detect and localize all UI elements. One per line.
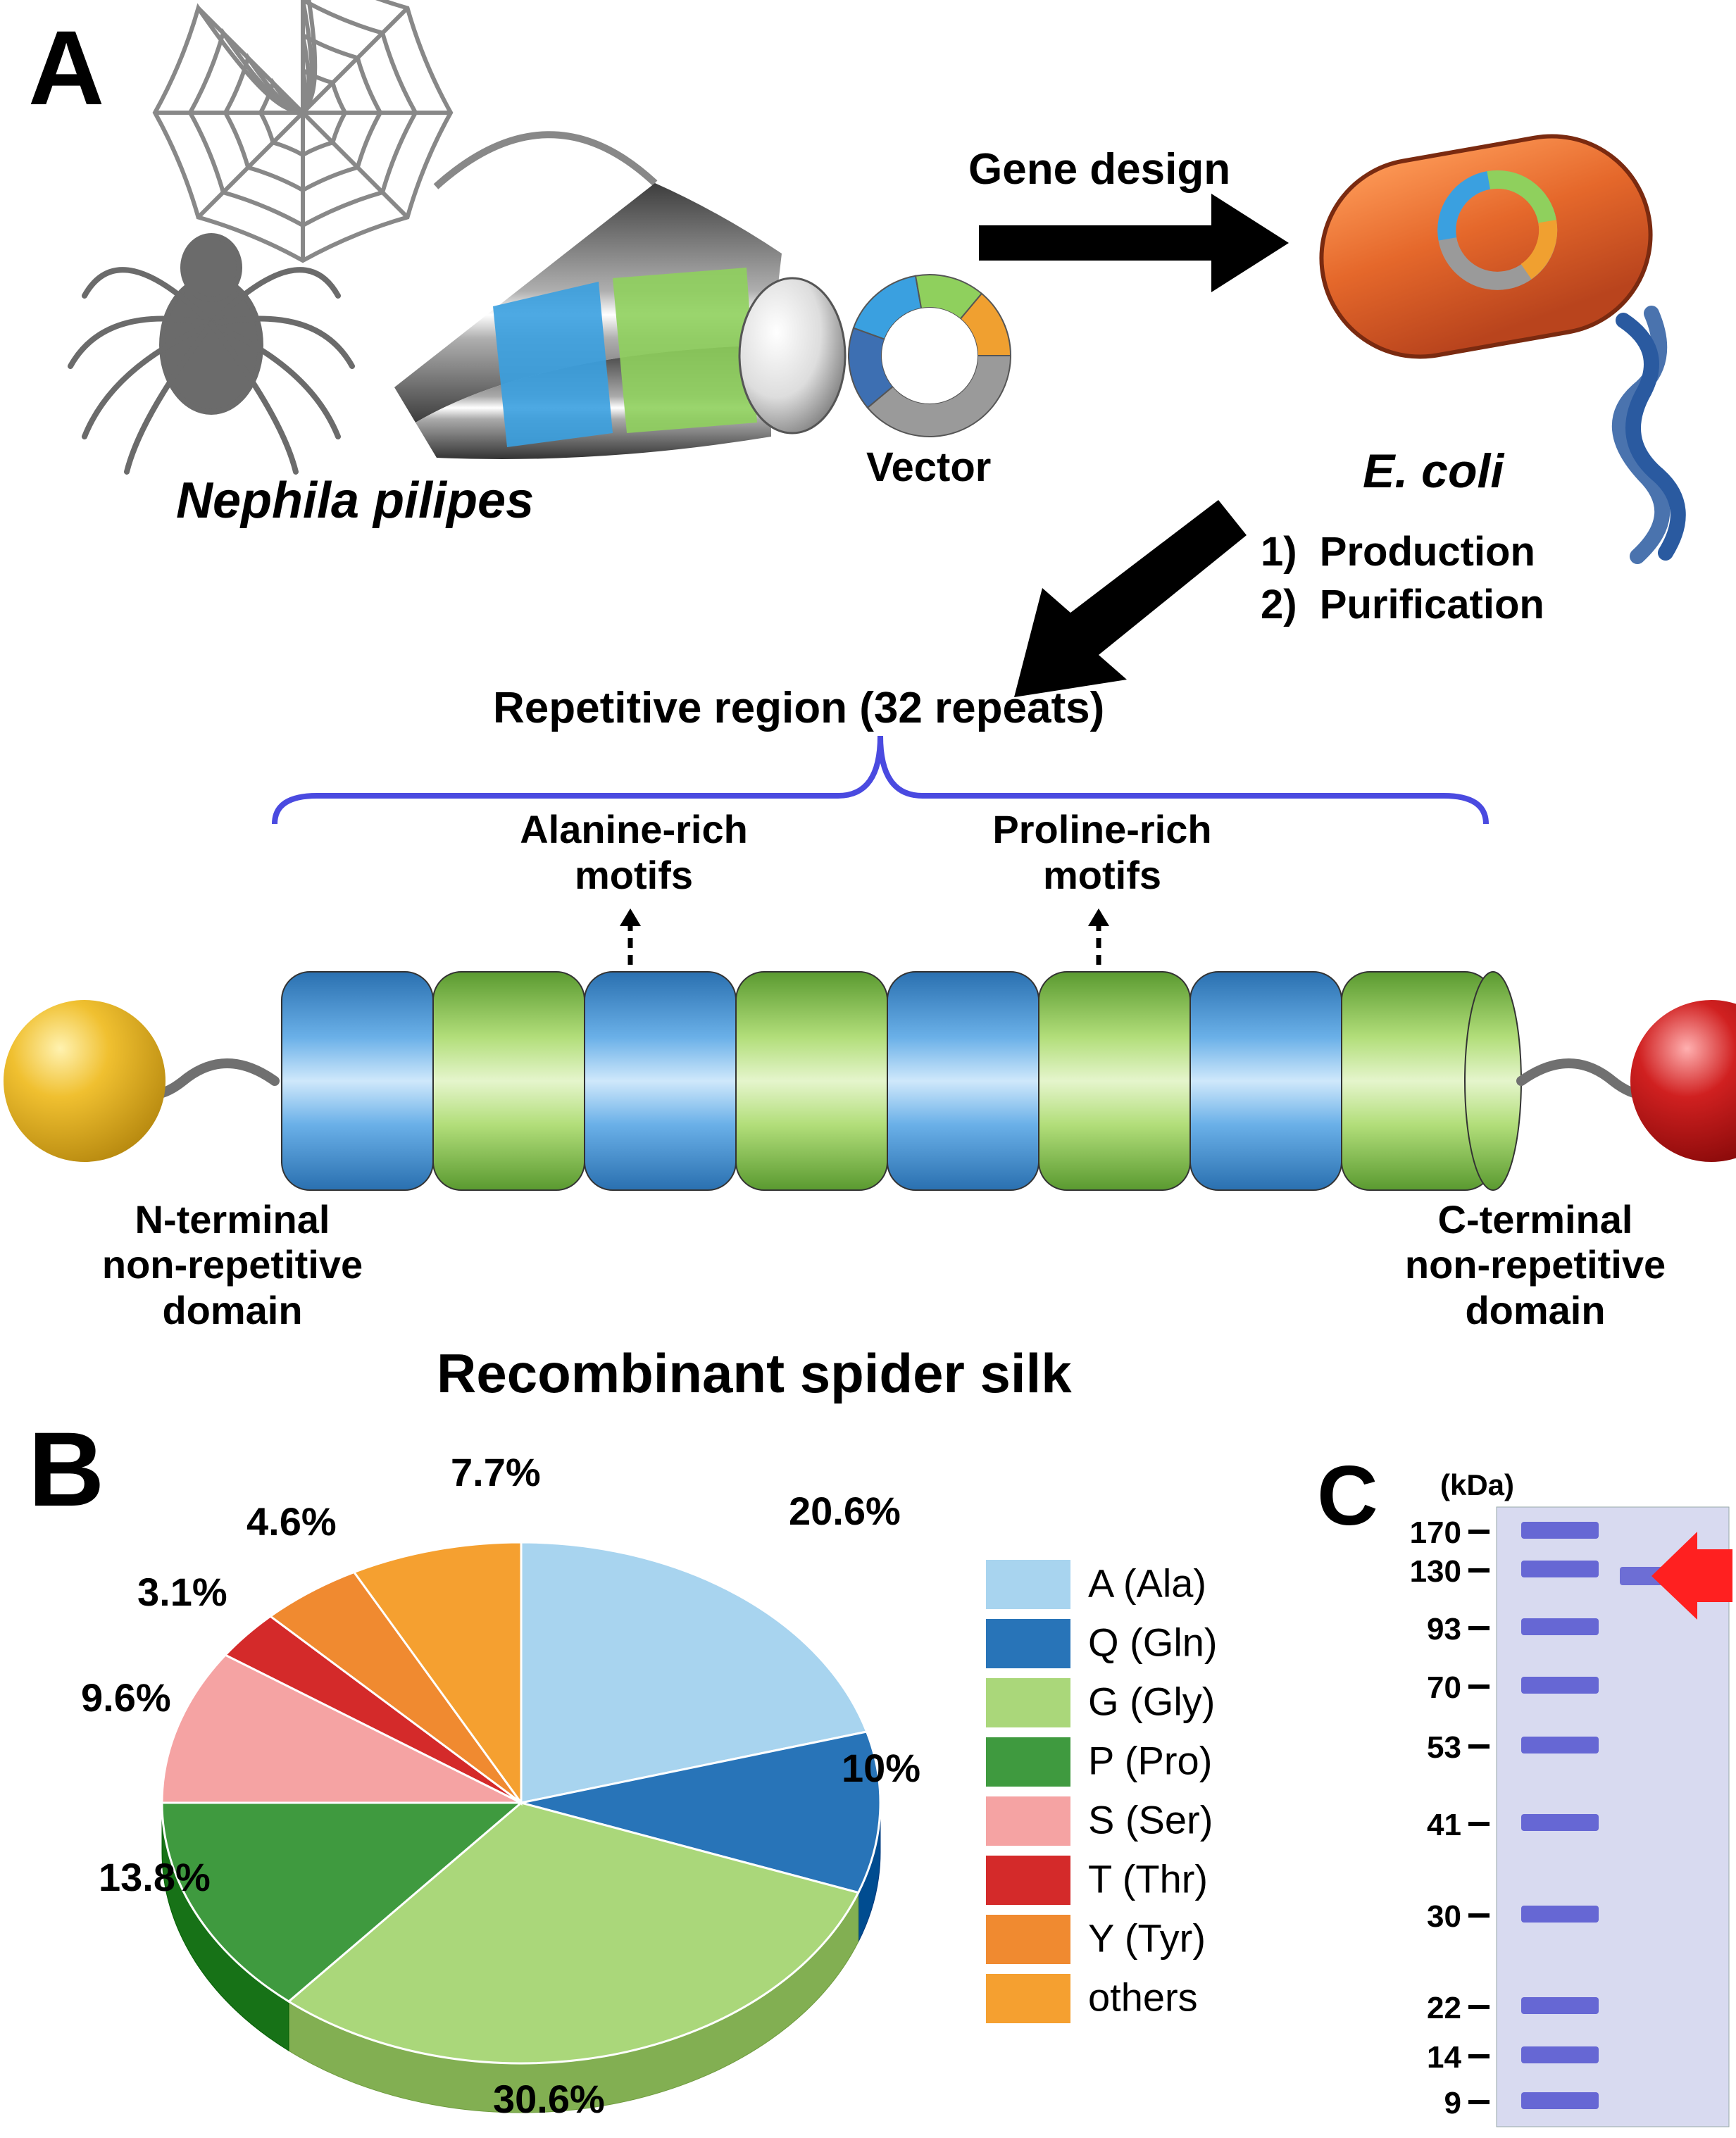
vector-plasmid-icon <box>849 275 1011 437</box>
c-terminal-label: C-terminal non-repetitive domain <box>1380 1197 1690 1333</box>
figure-svg: 20.6% 10% 30.6% 13.8% 9.6% 3.1% 4.6% 7.7% A (Ala… <box>0 0 1736 2138</box>
svg-text:53: 53 <box>1427 1730 1461 1765</box>
svg-text:14: 14 <box>1427 2040 1461 2075</box>
c-terminal-sphere-icon <box>1630 1000 1736 1162</box>
svg-text:30: 30 <box>1427 1899 1461 1934</box>
ala-motif-label: Alanine-rich motifs <box>486 806 782 898</box>
svg-text:Y (Tyr): Y (Tyr) <box>1088 1916 1206 1961</box>
svg-text:30.6%: 30.6% <box>493 2077 605 2121</box>
svg-text:Q (Gln): Q (Gln) <box>1088 1620 1218 1665</box>
n-terminal-sphere-icon <box>4 1000 166 1162</box>
svg-text:S (Ser): S (Ser) <box>1088 1798 1213 1842</box>
svg-text:others: others <box>1088 1975 1198 2020</box>
svg-text:4.6%: 4.6% <box>246 1499 337 1544</box>
svg-text:G (Gly): G (Gly) <box>1088 1680 1215 1724</box>
svg-text:9.6%: 9.6% <box>81 1675 171 1720</box>
amino-acid-pie-chart: 20.6% 10% 30.6% 13.8% 9.6% 3.1% 4.6% 7.7% A (Ala… <box>81 1450 1218 2121</box>
svg-text:41: 41 <box>1427 1808 1461 1842</box>
svg-text:93: 93 <box>1427 1612 1461 1646</box>
step-2-label: 2) Purification <box>1261 581 1544 628</box>
svg-text:13.8%: 13.8% <box>99 1855 211 1899</box>
svg-text:T (Thr): T (Thr) <box>1088 1857 1208 1901</box>
pro-motif-label: Proline-rich motifs <box>954 806 1250 898</box>
svg-text:20.6%: 20.6% <box>789 1489 901 1533</box>
kda-unit-label: (kDa) <box>1440 1468 1514 1502</box>
gene-design-label: Gene design <box>968 144 1230 194</box>
svg-text:7.7%: 7.7% <box>451 1450 541 1494</box>
svg-text:10%: 10% <box>842 1746 920 1790</box>
svg-text:70: 70 <box>1427 1670 1461 1705</box>
svg-text:9: 9 <box>1444 2086 1461 2120</box>
ecoli-label: E. coli <box>1363 444 1504 499</box>
vector-label: Vector <box>866 444 991 491</box>
svg-text:P (Pro): P (Pro) <box>1088 1739 1212 1783</box>
repeat-region-label: Repetitive region (32 repeats) <box>493 683 1104 733</box>
silk-fiber-icon <box>394 183 845 459</box>
arrow-gene-design-icon <box>979 194 1289 292</box>
brace-icon <box>275 736 1486 824</box>
sds-page-gel: 170 130 93 70 53 41 30 22 14 9 <box>1410 1507 1732 2127</box>
svg-text:3.1%: 3.1% <box>137 1570 227 1614</box>
spider-icon <box>70 236 352 472</box>
svg-text:A (Ala): A (Ala) <box>1088 1561 1206 1606</box>
protein-title: Recombinant spider silk <box>437 1342 1072 1406</box>
n-terminal-label: N-terminal non-repetitive domain <box>77 1197 387 1333</box>
protein-domain-diagram <box>4 972 1736 1190</box>
svg-text:170: 170 <box>1410 1515 1461 1550</box>
spider-species-label: Nephila pilipes <box>176 472 534 530</box>
svg-text:22: 22 <box>1427 1991 1461 2025</box>
svg-text:130: 130 <box>1410 1554 1461 1589</box>
spider-web-icon <box>155 0 451 261</box>
step-1-label: 1) Production <box>1261 528 1535 575</box>
arrow-production-icon <box>1014 500 1247 697</box>
